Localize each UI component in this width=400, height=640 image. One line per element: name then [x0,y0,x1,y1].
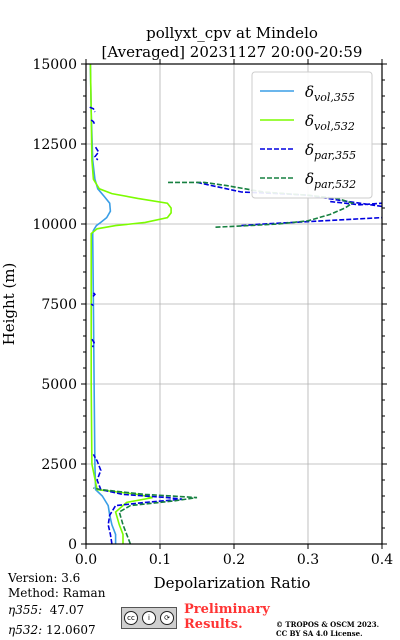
x-tick-label: 0.3 [297,552,319,568]
x-tick-label: 0.0 [75,552,97,568]
eta355-label: η355: [8,603,43,617]
series-line-1 [89,63,172,544]
series-fragment-2 [89,106,96,113]
y-tick-label: 10000 [32,217,77,233]
series-fragment-2 [330,200,383,206]
series-lines [89,63,383,545]
series-fragment-2 [91,292,96,299]
copyright-line1: © TROPOS & OSCM 2023. [276,620,380,629]
series-fragment-2 [90,303,94,307]
legend-label-1: δvol,532 [305,112,355,133]
eta532-value: 12.0607 [45,623,96,637]
y-tick-label: 0 [68,537,77,553]
y-tick-label: 15000 [32,57,77,73]
preliminary-note: Preliminary Results. [184,602,270,632]
eta532-label: η532: [8,623,43,637]
x-tick-label: 0.4 [371,552,393,568]
y-axis-label: Height (m) [0,263,18,346]
chart-title: pollyxt_cpv at Mindelo [146,24,318,42]
x-tick-label: 0.1 [149,552,171,568]
copyright-line2: CC BY SA 4.0 License. [276,629,363,638]
x-tick-label: 0.2 [223,552,245,568]
series-fragment-3 [167,181,355,228]
y-tick-label: 12500 [32,137,77,153]
y-tick-label: 5000 [41,377,77,393]
y-tick-label: 2500 [41,457,77,473]
cc-license-icon: cc i ⟳ [121,607,177,629]
legend-label-3: δpar,532 [305,170,356,191]
series-fragment-2 [241,216,383,227]
x-axis-label: Depolarization Ratio [154,574,311,592]
axis-ticks: 0.0 0.1 0.2 0.3 0.4 0 2500 5000 7500 10000 12500 15… [32,57,393,568]
series-line-2 [92,453,183,545]
legend-label-0: δvol,355 [305,83,355,104]
legend-label-2: δpar,355 [305,141,356,162]
copyright-note: © TROPOS & OSCM 2023. CC BY SA 4.0 Licen… [276,620,379,638]
preliminary-line1: Preliminary [184,602,270,617]
eta355-text: η355: 47.07 [8,602,84,618]
chart-subtitle: [Averaged] 20231127 20:00-20:59 [102,43,363,61]
series-fragment-2 [90,119,96,126]
y-tick-label: 7500 [41,297,77,313]
eta355-value: 47.07 [49,603,85,617]
preliminary-line2: Results. [184,617,243,632]
method-text: Method: Raman [8,586,106,600]
legend: δvol,355 δvol,532 δpar,355 δpar,532 [251,71,373,199]
legend-box [251,71,373,199]
series-fragment-2 [93,146,100,161]
series-line-3 [93,487,198,545]
eta532-text: η532: 12.0607 [8,622,96,638]
version-text: Version: 3.6 [8,571,81,585]
series-fragment-2 [91,338,95,348]
